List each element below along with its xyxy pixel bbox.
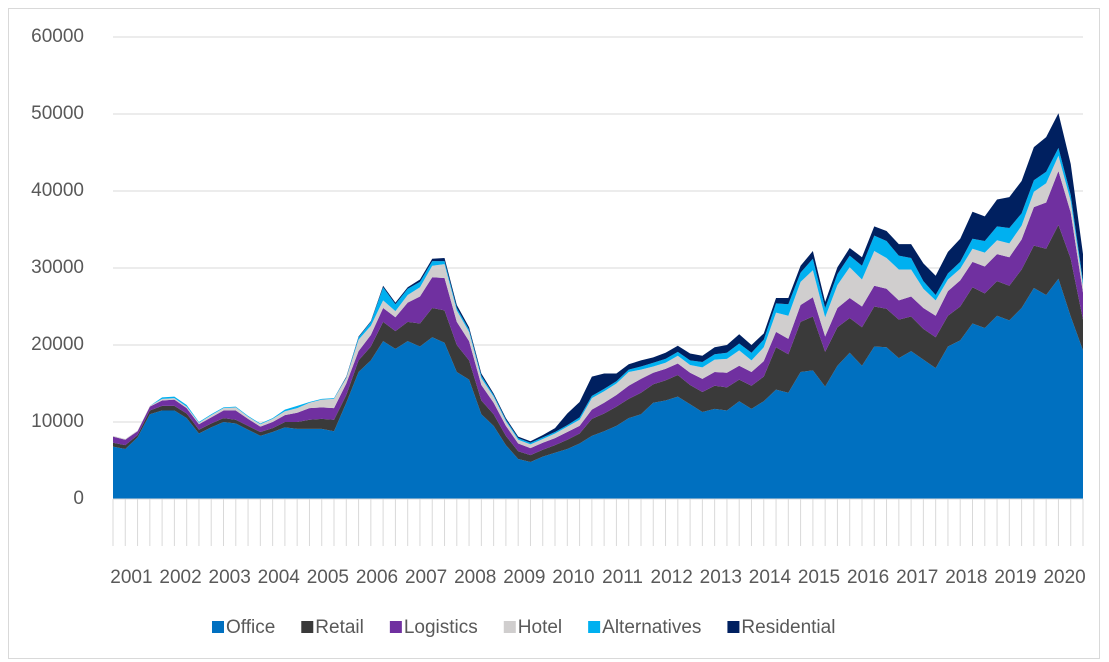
x-group-label: 2017 [896, 567, 938, 588]
x-group-label: 2002 [159, 567, 201, 588]
x-group-label: 2007 [405, 567, 447, 588]
legend-swatch [301, 621, 314, 633]
area-series [113, 224, 1083, 463]
area-series [113, 113, 1083, 443]
x-group-label: 2009 [503, 567, 545, 588]
x-group-label: 2012 [651, 567, 693, 588]
y-tick-label: 10000 [31, 411, 84, 432]
legend-label: Hotel [518, 617, 562, 638]
legend-label: Retail [315, 617, 364, 638]
legend-label: Logistics [404, 617, 478, 638]
x-group-label: 2020 [1043, 567, 1085, 588]
x-group-label: 2003 [209, 567, 251, 588]
x-group-label: 2010 [552, 567, 594, 588]
legend-label: Alternatives [602, 617, 701, 638]
area-series [113, 278, 1083, 499]
x-group-label: 2005 [307, 567, 349, 588]
y-tick-label: 0 [73, 488, 84, 509]
x-group-label: 2015 [798, 567, 840, 588]
y-tick-label: 40000 [31, 180, 84, 201]
legend-swatch [503, 621, 516, 633]
x-group-label: 2016 [847, 567, 889, 588]
legend-label: Office [226, 617, 275, 638]
y-tick-label: 60000 [31, 26, 84, 47]
x-group-label: 2006 [356, 567, 398, 588]
x-group-label: 2004 [258, 567, 301, 588]
x-group-label: 2019 [994, 567, 1036, 588]
x-group-label: 2013 [700, 567, 742, 588]
x-group-label: 2014 [749, 567, 792, 588]
y-tick-label: 50000 [31, 103, 84, 124]
legend-label: Residential [741, 617, 835, 638]
legend-swatch [727, 621, 740, 633]
x-group-label: 2001 [110, 567, 152, 588]
y-tick-label: 30000 [31, 257, 84, 278]
legend-swatch [389, 621, 402, 633]
x-group-label: 2011 [602, 567, 643, 588]
x-group-label: 2008 [454, 567, 496, 588]
legend-swatch [212, 621, 224, 633]
y-tick-label: 20000 [31, 334, 84, 355]
legend-swatch [588, 621, 601, 633]
x-group-label: 2018 [945, 567, 987, 588]
